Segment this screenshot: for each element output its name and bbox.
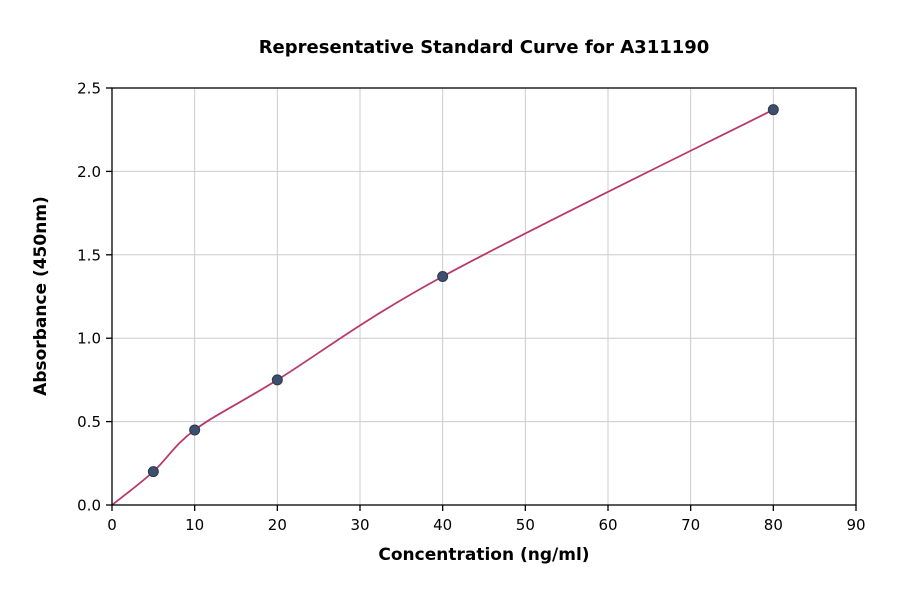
data-point-marker xyxy=(767,104,779,116)
x-tick-label: 50 xyxy=(516,516,535,534)
x-tick-label: 90 xyxy=(846,516,865,534)
plot-border xyxy=(111,87,857,506)
data-point-marker xyxy=(147,466,159,478)
x-tick-label: 20 xyxy=(268,516,287,534)
x-tick-label: 0 xyxy=(107,516,117,534)
y-tick-label: 2.0 xyxy=(77,163,101,181)
x-tick-label: 60 xyxy=(598,516,617,534)
y-tick-label: 1.0 xyxy=(77,330,101,348)
x-tick-label: 40 xyxy=(433,516,452,534)
tick-layer: 0 10 20 30 40 50 60 70 80 90 0.0 0.5 1.0 1.5 2.0 2.5 xyxy=(77,80,865,535)
y-tick-label: 2.5 xyxy=(77,80,101,98)
data-point-marker xyxy=(437,270,449,282)
data-point-marker xyxy=(189,424,201,436)
y-tick-label: 0.0 xyxy=(77,497,101,515)
data-point-marker xyxy=(271,374,283,386)
x-axis-label: Concentration (ng/ml) xyxy=(378,545,589,565)
data-layer xyxy=(111,104,779,506)
x-tick-label: 30 xyxy=(350,516,369,534)
grid-layer xyxy=(111,87,857,506)
x-tick-label: 10 xyxy=(185,516,204,534)
x-tick-label: 70 xyxy=(681,516,700,534)
y-tick-label: 0.5 xyxy=(77,413,101,431)
y-tick-label: 1.5 xyxy=(77,246,101,264)
x-tick-label: 80 xyxy=(764,516,783,534)
y-axis-label: Absorbance (450nm) xyxy=(31,196,51,396)
chart-title: Representative Standard Curve for A31119… xyxy=(259,37,710,58)
